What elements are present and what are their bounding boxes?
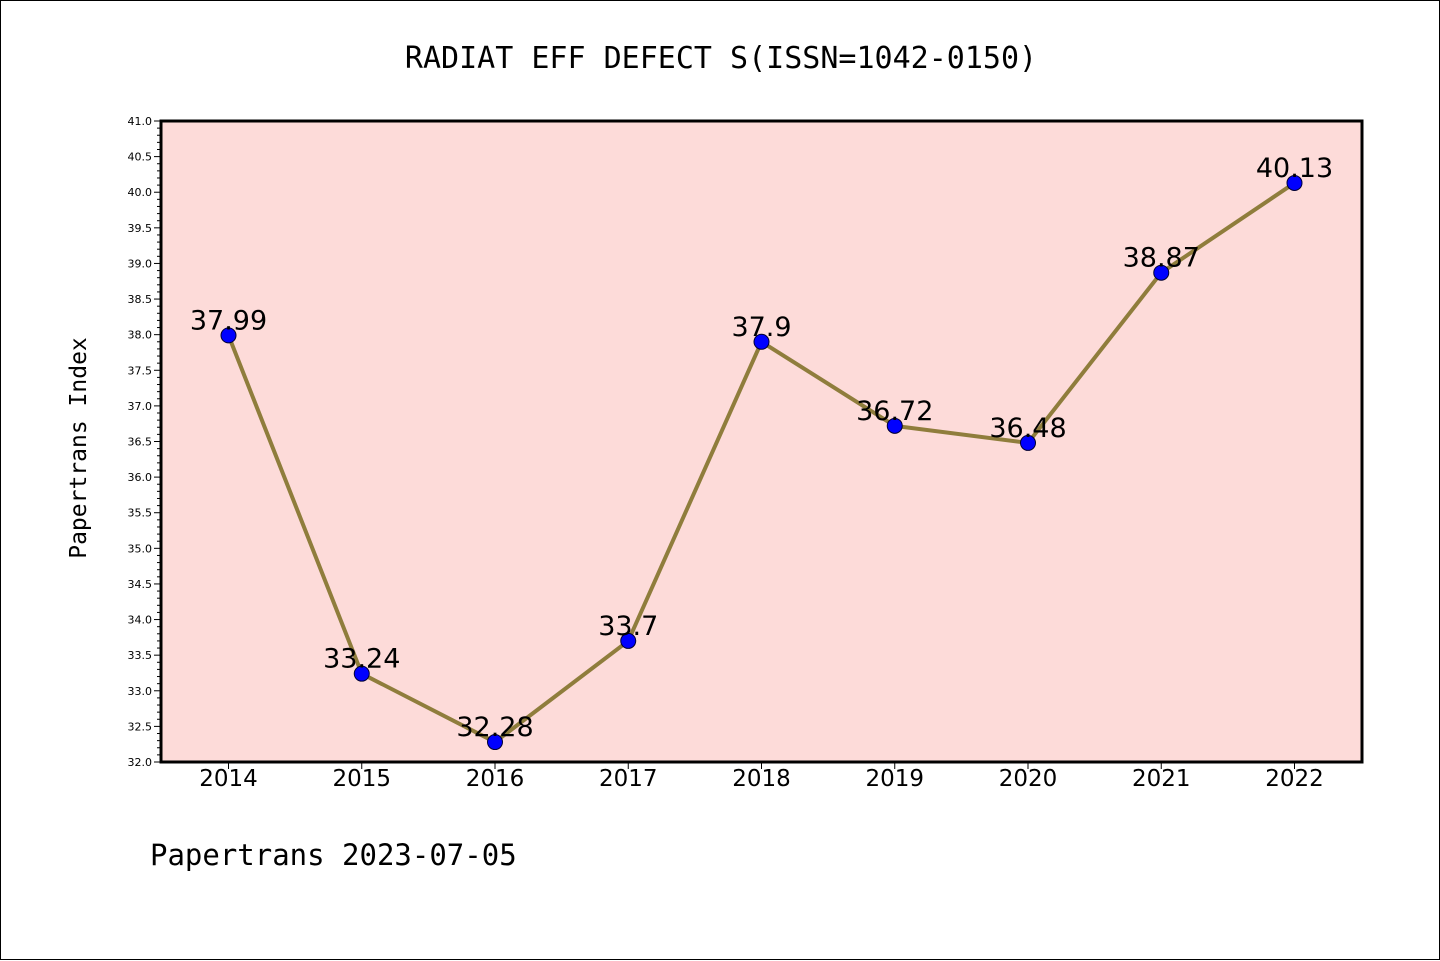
x-tick-label: 2016 [466, 766, 525, 792]
data-point [487, 734, 503, 751]
y-tick-label: 38.5 [128, 293, 153, 306]
x-tick-label: 2017 [599, 766, 658, 792]
y-tick-label: 35.0 [128, 542, 153, 555]
data-point [620, 632, 637, 649]
x-tick-label: 2021 [1132, 766, 1191, 792]
y-tick-label: 34.5 [128, 578, 153, 591]
chart-title: RADIAT EFF DEFECT S(ISSN=1042-0150) [405, 41, 1037, 76]
x-tick-label: 2020 [999, 766, 1058, 792]
data-point [1153, 264, 1170, 281]
data-label: 37.9 [731, 312, 791, 343]
x-tick-label: 2018 [732, 766, 791, 792]
data-point [1286, 174, 1303, 191]
data-point [886, 417, 903, 434]
plot-border [159, 119, 1364, 764]
x-axis: 2014 2015 2016 2017 2018 2019 2020 2021 2022 [199, 762, 1324, 792]
y-tick-label: 34.0 [128, 614, 153, 627]
data-label: 37.99 [190, 305, 267, 336]
data-label: 33.24 [323, 644, 400, 675]
data-point [1020, 434, 1036, 451]
y-tick-label: 37.0 [128, 400, 153, 413]
y-tick-label: 37.5 [128, 364, 153, 377]
y-tick-label: 32.5 [128, 720, 153, 733]
data-label: 33.7 [598, 611, 658, 642]
data-label: 36.48 [989, 413, 1066, 444]
y-tick-label: 32.0 [128, 756, 153, 769]
y-tick-label: 41.0 [128, 115, 153, 128]
x-tick-label: 2014 [199, 766, 258, 792]
data-point [353, 665, 370, 682]
y-tick-label: 38.0 [128, 329, 153, 342]
data-label: 36.72 [856, 396, 933, 427]
footer-date: Papertrans 2023-07-05 [150, 838, 517, 872]
y-tick-label: 39.0 [128, 257, 153, 270]
y-tick-label: 33.0 [128, 685, 153, 698]
y-axis-label: Papertrans Index [66, 337, 92, 559]
y-tick-label: 36.0 [128, 471, 153, 484]
data-label: 32.28 [456, 712, 533, 743]
y-tick-label: 40.0 [128, 186, 153, 199]
data-labels: 37.99 33.24 32.28 33.7 37.9 36.72 36.48 38.87 40… [190, 153, 1333, 743]
data-point [220, 327, 237, 344]
data-label: 40.13 [1256, 153, 1333, 184]
y-tick-label: 40.5 [128, 151, 153, 164]
y-tick-label: 33.5 [128, 649, 153, 662]
y-tick-label: 35.5 [128, 507, 153, 520]
x-tick-label: 2019 [865, 766, 924, 792]
data-label: 38.87 [1123, 243, 1200, 274]
data-point [753, 333, 770, 350]
x-tick-label: 2022 [1265, 766, 1324, 792]
x-tick-label: 2015 [332, 766, 391, 792]
series-line [220, 174, 1303, 751]
y-tick-label: 39.5 [128, 222, 153, 235]
y-tick-label: 36.5 [128, 436, 153, 449]
y-axis: 32.0 32.5 33.0 33.5 34.0 34.5 35.0 35.5 36.0 36.5… [128, 115, 161, 769]
plot-area [161, 121, 1362, 762]
